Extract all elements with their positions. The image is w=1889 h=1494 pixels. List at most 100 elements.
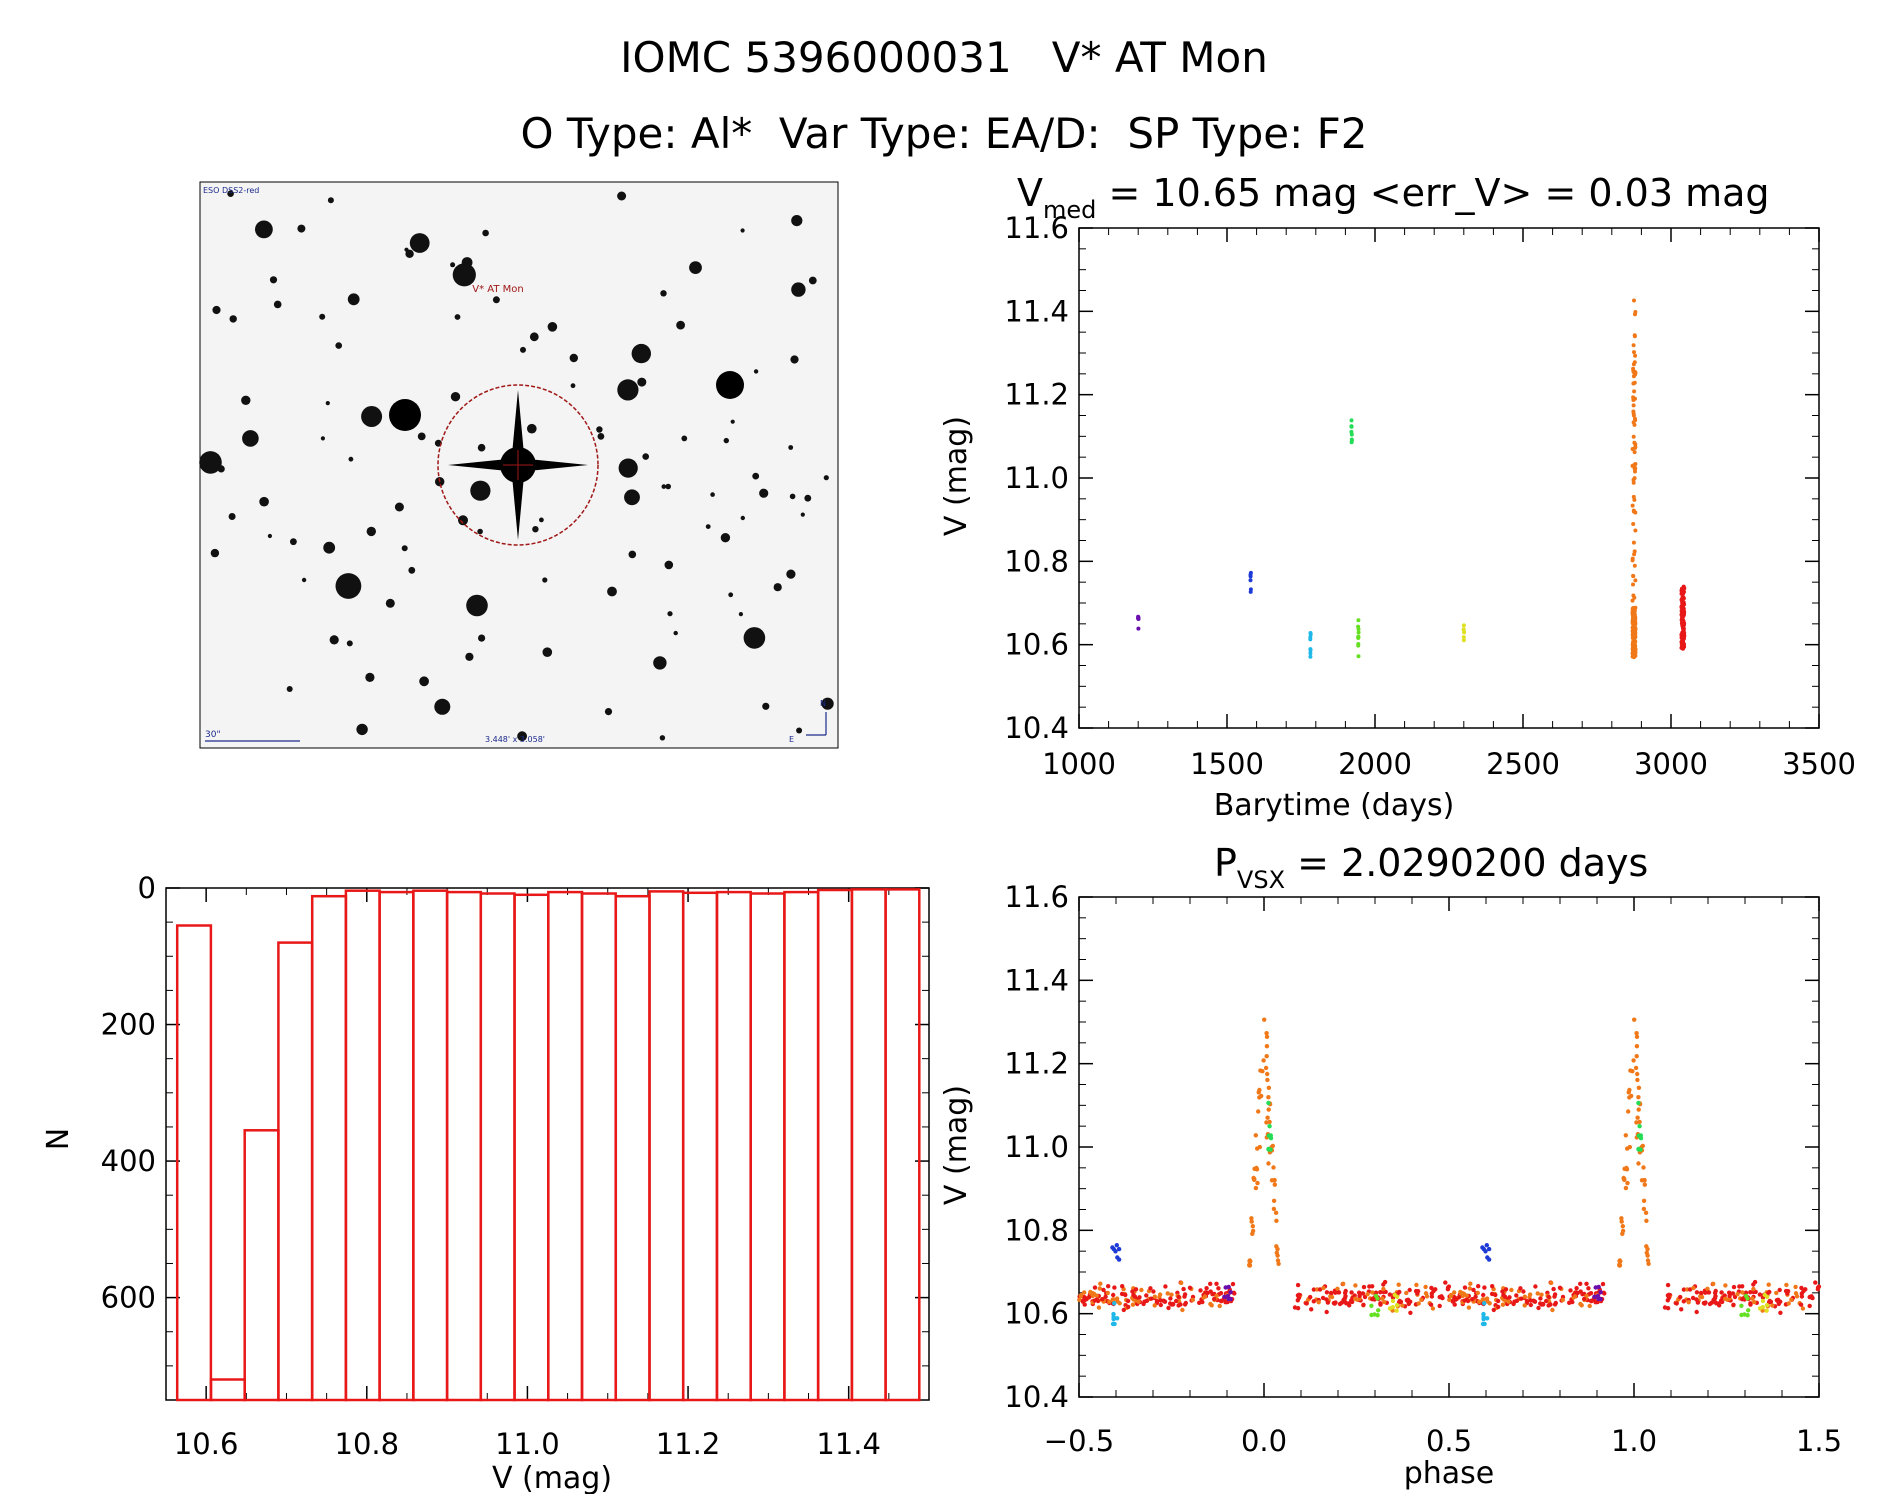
histogram-bar <box>344 889 381 1402</box>
phased-point <box>1353 1283 1358 1288</box>
histogram-bar <box>513 893 550 1402</box>
lightcurve-chart: Vmed = 10.65 mag <err_V> = 0.03 mag V (m… <box>939 171 1856 823</box>
finder-star <box>335 342 343 349</box>
phased-point <box>1308 1294 1313 1300</box>
lightcurve-point <box>1308 637 1313 642</box>
histogram-xtick-label: 11.2 <box>656 1427 721 1461</box>
histogram-ylabel: N <box>41 1128 76 1150</box>
phased-point <box>1662 1305 1668 1310</box>
phased-point <box>1166 1305 1171 1311</box>
phased-point <box>1462 1285 1468 1290</box>
phased-point <box>1623 1185 1629 1191</box>
phased-point <box>1296 1295 1302 1301</box>
phased-point <box>1777 1287 1782 1293</box>
phased-point <box>1723 1296 1728 1302</box>
phased-point <box>1589 1298 1594 1304</box>
phased-point <box>1764 1308 1769 1313</box>
finder-star <box>743 627 766 649</box>
phased-point <box>1448 1292 1454 1298</box>
phased-point <box>1202 1294 1208 1299</box>
phased-point <box>1078 1292 1084 1298</box>
phased-point <box>1251 1175 1256 1181</box>
phased-point <box>1793 1284 1798 1290</box>
phased-point <box>1214 1293 1219 1299</box>
phased-point <box>1112 1285 1117 1290</box>
finder-star <box>255 220 273 239</box>
phased-point <box>1698 1290 1704 1296</box>
finder-star <box>664 560 674 570</box>
phased-point <box>1380 1296 1385 1301</box>
finder-star <box>199 451 222 474</box>
lightcurve-point <box>1349 429 1354 434</box>
phased-point <box>1274 1218 1279 1224</box>
finder-star <box>361 406 383 427</box>
finder-star <box>790 355 799 364</box>
phased-point <box>1468 1281 1473 1286</box>
phased-point <box>1376 1308 1381 1313</box>
phased-point <box>1809 1294 1814 1299</box>
histogram-bar <box>850 888 887 1402</box>
finder-star <box>210 548 220 558</box>
phased-point <box>1623 1133 1629 1138</box>
lightcurve-point <box>1679 613 1684 618</box>
phased-point <box>1222 1294 1227 1300</box>
phased-point <box>1681 1287 1687 1292</box>
phased-point <box>1470 1297 1475 1302</box>
finder-star <box>286 686 293 692</box>
phased-point <box>1266 1095 1271 1100</box>
phased-point <box>1723 1283 1728 1288</box>
lightcurve-point <box>1631 362 1636 367</box>
finder-star <box>325 401 330 406</box>
phased-point <box>1549 1280 1554 1286</box>
finder-star <box>604 708 613 716</box>
compass-east-label: E <box>789 735 794 744</box>
phased-point <box>1641 1165 1646 1170</box>
phased-point <box>1760 1305 1766 1310</box>
phased-point <box>1745 1313 1750 1318</box>
phased-point <box>1751 1286 1756 1292</box>
histogram-ytick-label: 400 <box>101 1144 156 1178</box>
lightcurve-point <box>1681 587 1686 592</box>
phased-point <box>1357 1290 1362 1295</box>
lightcurve-point <box>1632 333 1637 338</box>
histogram-bar <box>547 890 584 1402</box>
histogram-bar <box>614 894 651 1402</box>
finder-star <box>482 229 489 237</box>
phased-xtick-label: 0.5 <box>1426 1424 1472 1458</box>
lightcurve-point <box>1630 616 1635 621</box>
lightcurve-point <box>1680 621 1685 626</box>
phased-point <box>1152 1294 1158 1299</box>
phased-point <box>1325 1300 1331 1305</box>
phased-point <box>1265 1115 1270 1120</box>
phased-point <box>1706 1290 1712 1295</box>
lightcurve-point <box>1633 445 1638 450</box>
histogram-bar <box>378 890 415 1402</box>
phased-point <box>1266 1147 1271 1152</box>
phased-point <box>1793 1291 1799 1296</box>
phased-point <box>1253 1133 1259 1138</box>
phased-point <box>1266 1100 1271 1106</box>
phased-point <box>1626 1109 1631 1114</box>
finder-star <box>681 435 688 442</box>
finder-star <box>346 640 353 647</box>
finder-star <box>404 247 409 252</box>
phased-point <box>1467 1286 1473 1291</box>
phased-point <box>1634 1034 1640 1040</box>
phased-point <box>1634 1044 1640 1049</box>
phased-point <box>1369 1303 1374 1309</box>
phased-point <box>1408 1310 1413 1316</box>
lightcurve-plot-frame <box>1078 227 1820 729</box>
histogram-bar <box>783 890 820 1402</box>
phased-point <box>1250 1228 1256 1234</box>
finder-star <box>740 515 745 521</box>
phased-point <box>1711 1281 1716 1287</box>
phased-point <box>1107 1299 1112 1305</box>
finder-scale-label: 30" <box>205 730 221 740</box>
phased-point <box>1353 1296 1358 1302</box>
finder-star <box>728 592 734 598</box>
phased-point <box>1264 1034 1270 1040</box>
finder-star <box>631 343 651 364</box>
phased-point <box>1423 1284 1428 1290</box>
phased-point <box>1551 1286 1556 1292</box>
